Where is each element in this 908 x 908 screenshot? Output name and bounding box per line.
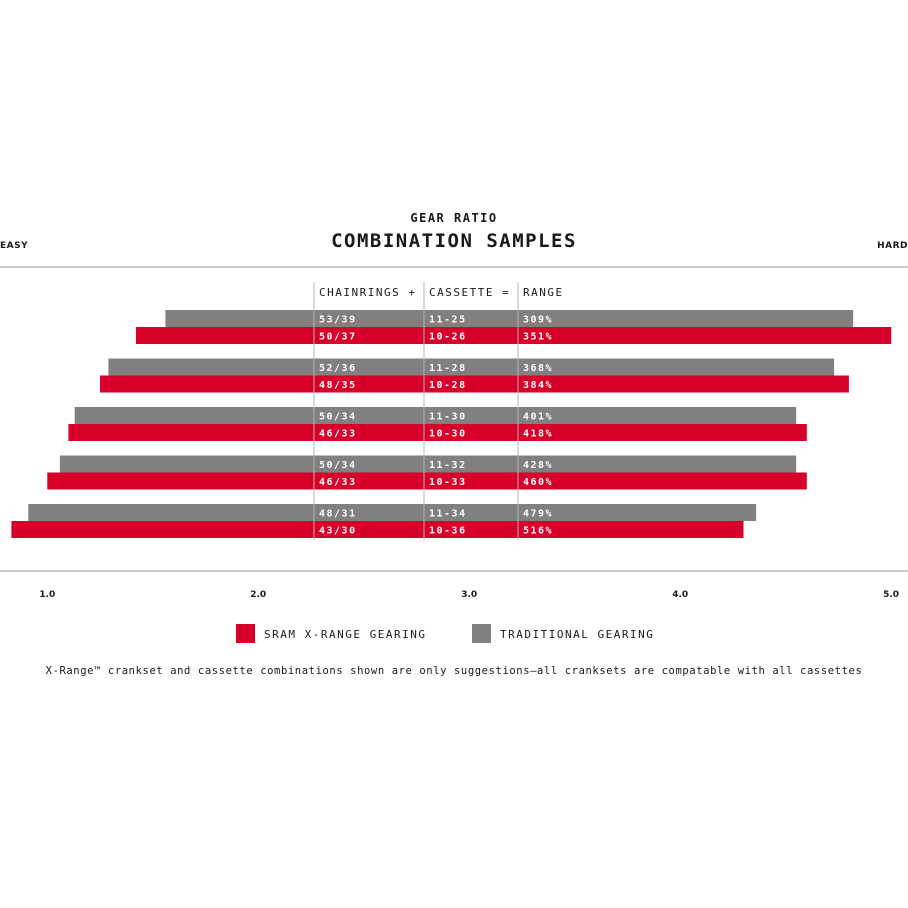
- bar-label-traditional-chainrings-3: 50/34: [319, 412, 357, 423]
- legend-swatch-sram: [236, 624, 255, 643]
- bar-traditional-4: [59, 455, 797, 473]
- column-header-cassette: CASSETTE =: [429, 286, 510, 299]
- chart-title: COMBINATION SAMPLES: [331, 230, 577, 252]
- chart-subtitle: GEAR RATIO: [410, 211, 497, 225]
- bar-label-sram-cassette-2: 10-28: [429, 380, 467, 391]
- bar-label-traditional-chainrings-5: 48/31: [319, 509, 357, 520]
- x-axis-ticks: 1.0 2.0 3.0 4.0 5.0: [39, 590, 899, 600]
- bar-label-traditional-chainrings-2: 52/36: [319, 363, 357, 374]
- x-tick-label-4: 4.0: [672, 590, 688, 600]
- bar-label-sram-chainrings-3: 46/33: [319, 429, 357, 440]
- bar-label-traditional-range-1: 309%: [523, 315, 553, 326]
- bar-label-traditional-cassette-3: 11-30: [429, 412, 467, 423]
- bar-label-sram-chainrings-4: 46/33: [319, 477, 357, 488]
- bar-label-traditional-range-4: 428%: [523, 460, 553, 471]
- x-tick-label-3: 3.0: [461, 590, 477, 600]
- bar-label-sram-cassette-3: 10-30: [429, 429, 467, 440]
- bars-layer: [11, 310, 892, 538]
- legend-label-sram: SRAM X-RANGE GEARING: [264, 628, 426, 641]
- bar-label-sram-range-4: 460%: [523, 477, 553, 488]
- hard-label: HARD: [877, 241, 908, 251]
- bar-traditional-3: [74, 407, 797, 424]
- bar-label-sram-cassette-5: 10-36: [429, 526, 467, 537]
- bar-label-traditional-chainrings-4: 50/34: [319, 460, 357, 471]
- bar-label-sram-chainrings-5: 43/30: [319, 526, 357, 537]
- bar-sram-1: [135, 327, 892, 344]
- bar-label-traditional-range-3: 401%: [523, 412, 553, 423]
- bar-label-traditional-cassette-2: 11-28: [429, 363, 467, 374]
- bar-sram-3: [68, 424, 807, 441]
- bar-label-traditional-range-2: 368%: [523, 363, 553, 374]
- x-tick-label-1: 1.0: [39, 590, 55, 600]
- bar-label-traditional-range-5: 479%: [523, 509, 553, 520]
- bar-label-traditional-chainrings-1: 53/39: [319, 315, 357, 326]
- legend-swatch-traditional: [472, 624, 491, 643]
- bar-labels-layer: 53/39 11-25 309% 50/37 10-26 351% 52/36 11-28 36…: [319, 315, 553, 537]
- footnote: X-Range™ crankset and cassette combinati…: [46, 665, 863, 677]
- legend-label-traditional: TRADITIONAL GEARING: [500, 628, 654, 641]
- bar-sram-4: [47, 472, 807, 490]
- bar-label-traditional-cassette-4: 11-32: [429, 460, 467, 471]
- bar-label-traditional-cassette-1: 11-25: [429, 315, 467, 326]
- bar-label-sram-range-3: 418%: [523, 429, 553, 440]
- bar-label-sram-cassette-1: 10-26: [429, 332, 467, 343]
- easy-label: EASY: [0, 241, 28, 251]
- bar-label-sram-range-5: 516%: [523, 526, 553, 537]
- x-tick-label-5: 5.0: [883, 590, 899, 600]
- bar-traditional-2: [108, 358, 835, 376]
- bar-label-sram-chainrings-1: 50/37: [319, 332, 357, 343]
- bar-label-sram-chainrings-2: 48/35: [319, 380, 357, 391]
- bar-label-traditional-cassette-5: 11-34: [429, 509, 467, 520]
- bar-traditional-1: [165, 310, 854, 327]
- bar-label-sram-range-2: 384%: [523, 380, 553, 391]
- bar-label-sram-cassette-4: 10-33: [429, 477, 467, 488]
- column-header-chainrings: CHAINRINGS +: [319, 286, 416, 299]
- column-header-range: RANGE: [523, 286, 564, 299]
- x-tick-label-2: 2.0: [250, 590, 266, 600]
- bar-traditional-5: [28, 504, 757, 521]
- bar-sram-5: [11, 521, 744, 538]
- bar-sram-2: [100, 375, 849, 393]
- bar-label-sram-range-1: 351%: [523, 332, 553, 343]
